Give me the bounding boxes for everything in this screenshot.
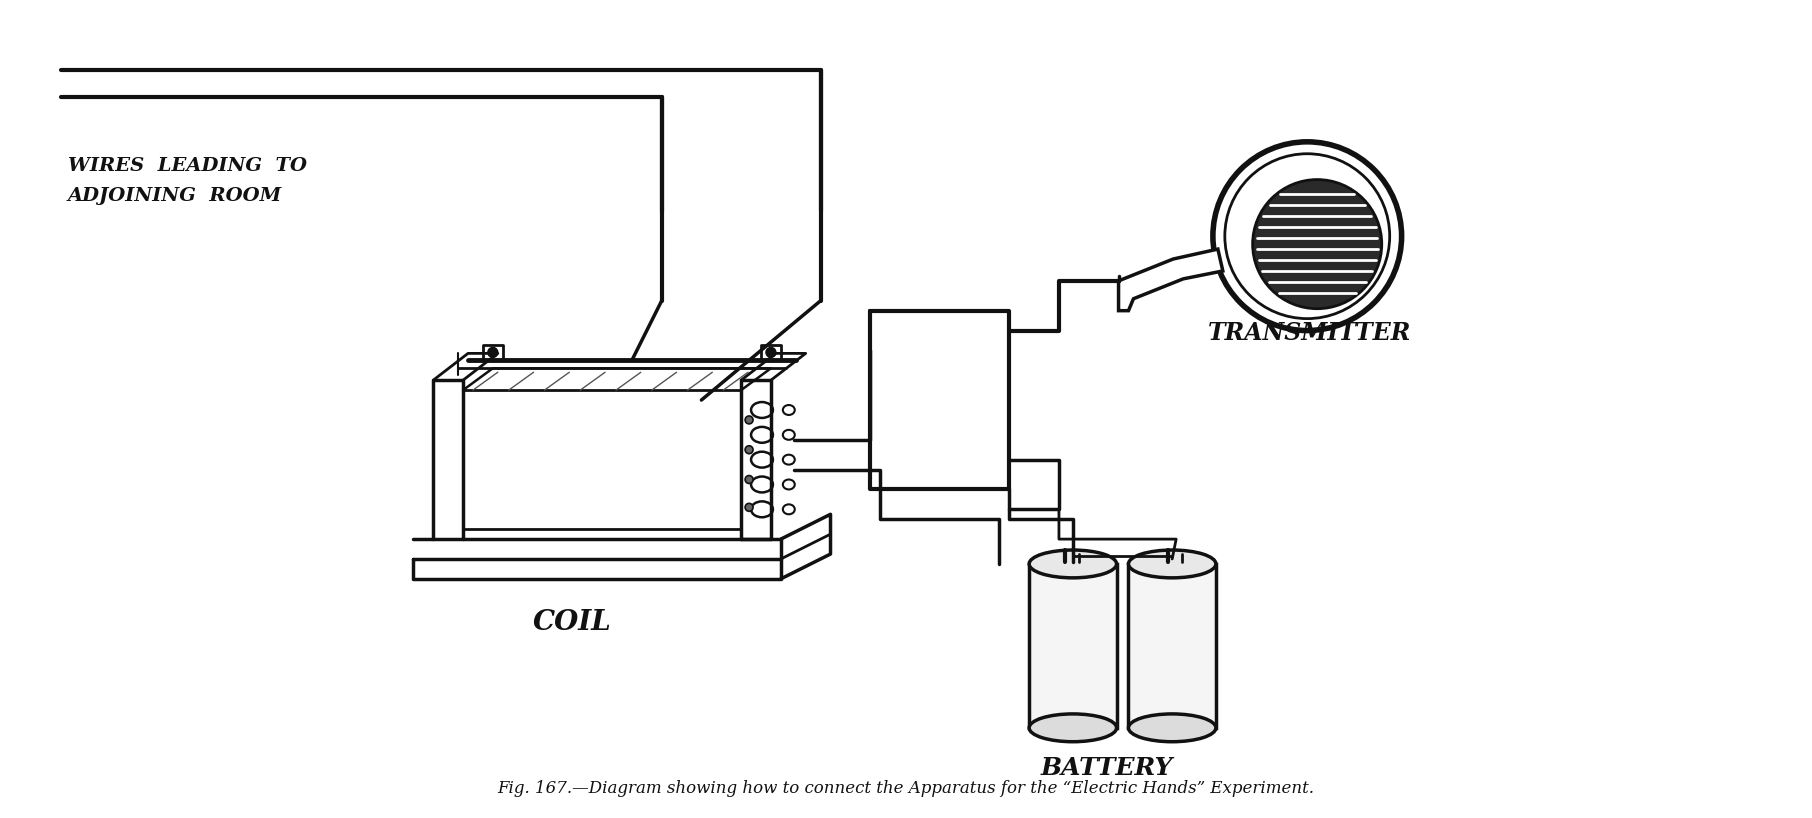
Bar (1029, 564, 1116, 728)
Circle shape (487, 348, 498, 357)
Ellipse shape (1029, 714, 1116, 742)
Circle shape (766, 348, 776, 357)
Text: COIL: COIL (533, 609, 612, 636)
Circle shape (745, 446, 754, 454)
Text: BATTERY: BATTERY (1040, 756, 1172, 780)
Circle shape (745, 475, 754, 483)
Bar (1129, 564, 1216, 728)
Ellipse shape (1129, 550, 1216, 578)
Circle shape (1252, 180, 1383, 308)
Circle shape (745, 416, 754, 424)
Text: TRANSMITTER: TRANSMITTER (1209, 321, 1412, 344)
Text: ADJOINING  ROOM: ADJOINING ROOM (67, 187, 283, 204)
Text: Fig. 167.—Diagram showing how to connect the Apparatus for the “Electric Hands” : Fig. 167.—Diagram showing how to connect… (498, 780, 1314, 798)
Polygon shape (1118, 249, 1223, 311)
Ellipse shape (1029, 550, 1116, 578)
Ellipse shape (1129, 714, 1216, 742)
Circle shape (745, 503, 754, 511)
Text: WIRES  LEADING  TO: WIRES LEADING TO (67, 157, 306, 175)
